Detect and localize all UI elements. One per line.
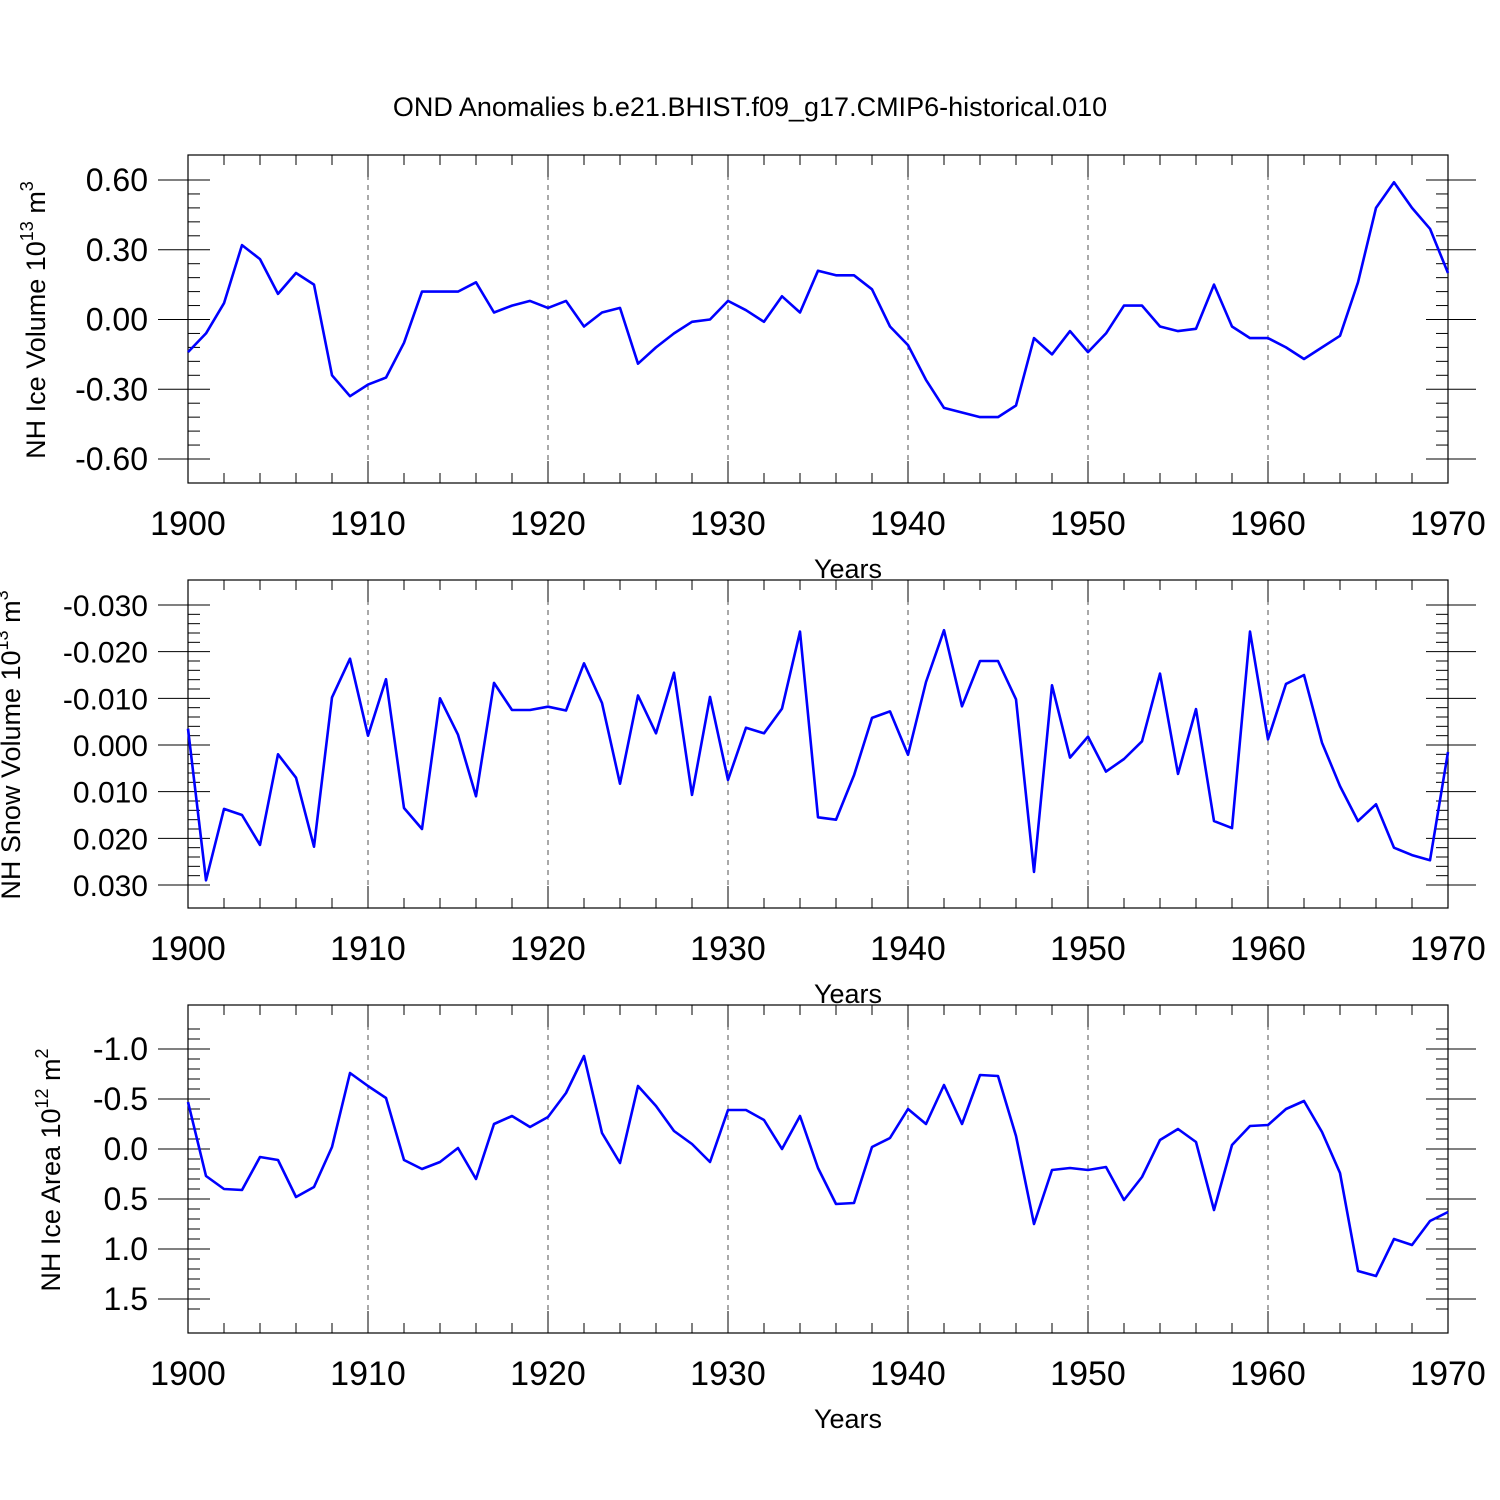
x-tick-label-1960: 1960 [1230,505,1306,543]
x-tick-label-1970: 1970 [1410,930,1486,968]
y-axis-label-unit-exponent: 2 [32,1048,52,1058]
chart-panel-3: 1900 1910 1920 1930 1940 1950 1960 1970 -1.0 -0.5… [32,1004,1486,1434]
y-tick-label: 0.30 [86,232,148,268]
x-tick-label-1970: 1970 [1410,505,1486,543]
y-axis-label: NH Ice Area 1012 m2 [32,1048,66,1291]
y-tick-label: 0.0 [104,1131,148,1167]
series-line [186,1054,1449,1278]
y-tick-label: 0.00 [86,302,148,338]
x-tick-label-1930: 1930 [690,505,766,543]
y-axis-label-exponent: 13 [17,221,37,241]
y-tick-label: 1.5 [104,1281,148,1317]
figure-title: OND Anomalies b.e21.BHIST.f09_g17.CMIP6-… [393,92,1107,122]
y-tick-label: 0.5 [104,1181,148,1217]
y-tick-label: 1.0 [104,1231,148,1267]
x-tick-label-1900: 1900 [150,930,226,968]
y-tick-label: 0.010 [73,777,148,810]
plot-frame [187,154,1449,484]
x-tick-label-1920: 1920 [510,505,586,543]
y-tick-label: 0.030 [73,870,148,903]
series-line [186,628,1450,882]
x-tick-label-1940: 1940 [870,505,946,543]
x-tick-label-1960: 1960 [1230,930,1306,968]
x-tick-label-1950: 1950 [1050,930,1126,968]
plot-frame [187,1004,1449,1334]
y-axis-label-unit-exponent: 3 [17,181,37,191]
y-axis-label-main: NH Snow Volume 10 [0,650,26,899]
y-axis-label-exponent: 13 [0,630,12,650]
x-tick-label-1940: 1940 [870,1355,946,1393]
y-tick-label: 0.020 [73,823,148,856]
y-axis-label-unit: m [36,1058,66,1088]
x-tick-label-1900: 1900 [150,505,226,543]
y-tick-label: -0.010 [63,683,148,716]
x-axis-label: Years [814,1404,882,1434]
chart-panel-1: 1900 1910 1920 1930 1940 1950 1960 1970 -0.60 -0.… [17,154,1486,584]
y-axis-label-unit: m [21,191,51,221]
x-tick-label-1910: 1910 [330,930,406,968]
x-tick-label-1940: 1940 [870,930,946,968]
x-tick-label-1960: 1960 [1230,1355,1306,1393]
y-tick-label: -0.60 [75,441,148,477]
y-axis-label-unit: m [0,600,26,630]
x-tick-label-1920: 1920 [510,930,586,968]
x-axis-label: Years [814,979,882,1009]
x-tick-label-1950: 1950 [1050,505,1126,543]
x-tick-label-1970: 1970 [1410,1355,1486,1393]
series-line [187,181,1450,419]
y-axis-label-main: NH Ice Area 10 [36,1108,66,1291]
y-tick-label: 0.000 [73,730,148,763]
y-tick-label: -0.30 [75,371,148,407]
y-axis-label-main: NH Ice Volume 10 [21,241,51,459]
y-axis-label-unit-exponent: 3 [0,590,12,600]
chart-panel-2: 1900 1910 1920 1930 1940 1950 1960 1970 -0.030 -0… [0,579,1486,1009]
x-tick-label-1900: 1900 [150,1355,226,1393]
y-axis-label: NH Snow Volume 1013 m3 [0,590,26,899]
plot-frame [187,579,1449,909]
x-tick-label-1910: 1910 [330,1355,406,1393]
y-tick-label: 0.60 [86,162,148,198]
x-axis-label: Years [814,554,882,584]
x-tick-label-1930: 1930 [690,1355,766,1393]
y-axis-label-exponent: 12 [32,1088,52,1108]
x-tick-label-1930: 1930 [690,930,766,968]
y-tick-label: -0.020 [63,637,148,670]
y-tick-label: -0.5 [93,1081,148,1117]
y-axis-label: NH Ice Volume 1013 m3 [17,181,51,459]
y-tick-label: -1.0 [93,1031,148,1067]
x-tick-label-1920: 1920 [510,1355,586,1393]
y-tick-label: -0.030 [63,590,148,623]
x-tick-label-1950: 1950 [1050,1355,1126,1393]
x-tick-label-1910: 1910 [330,505,406,543]
